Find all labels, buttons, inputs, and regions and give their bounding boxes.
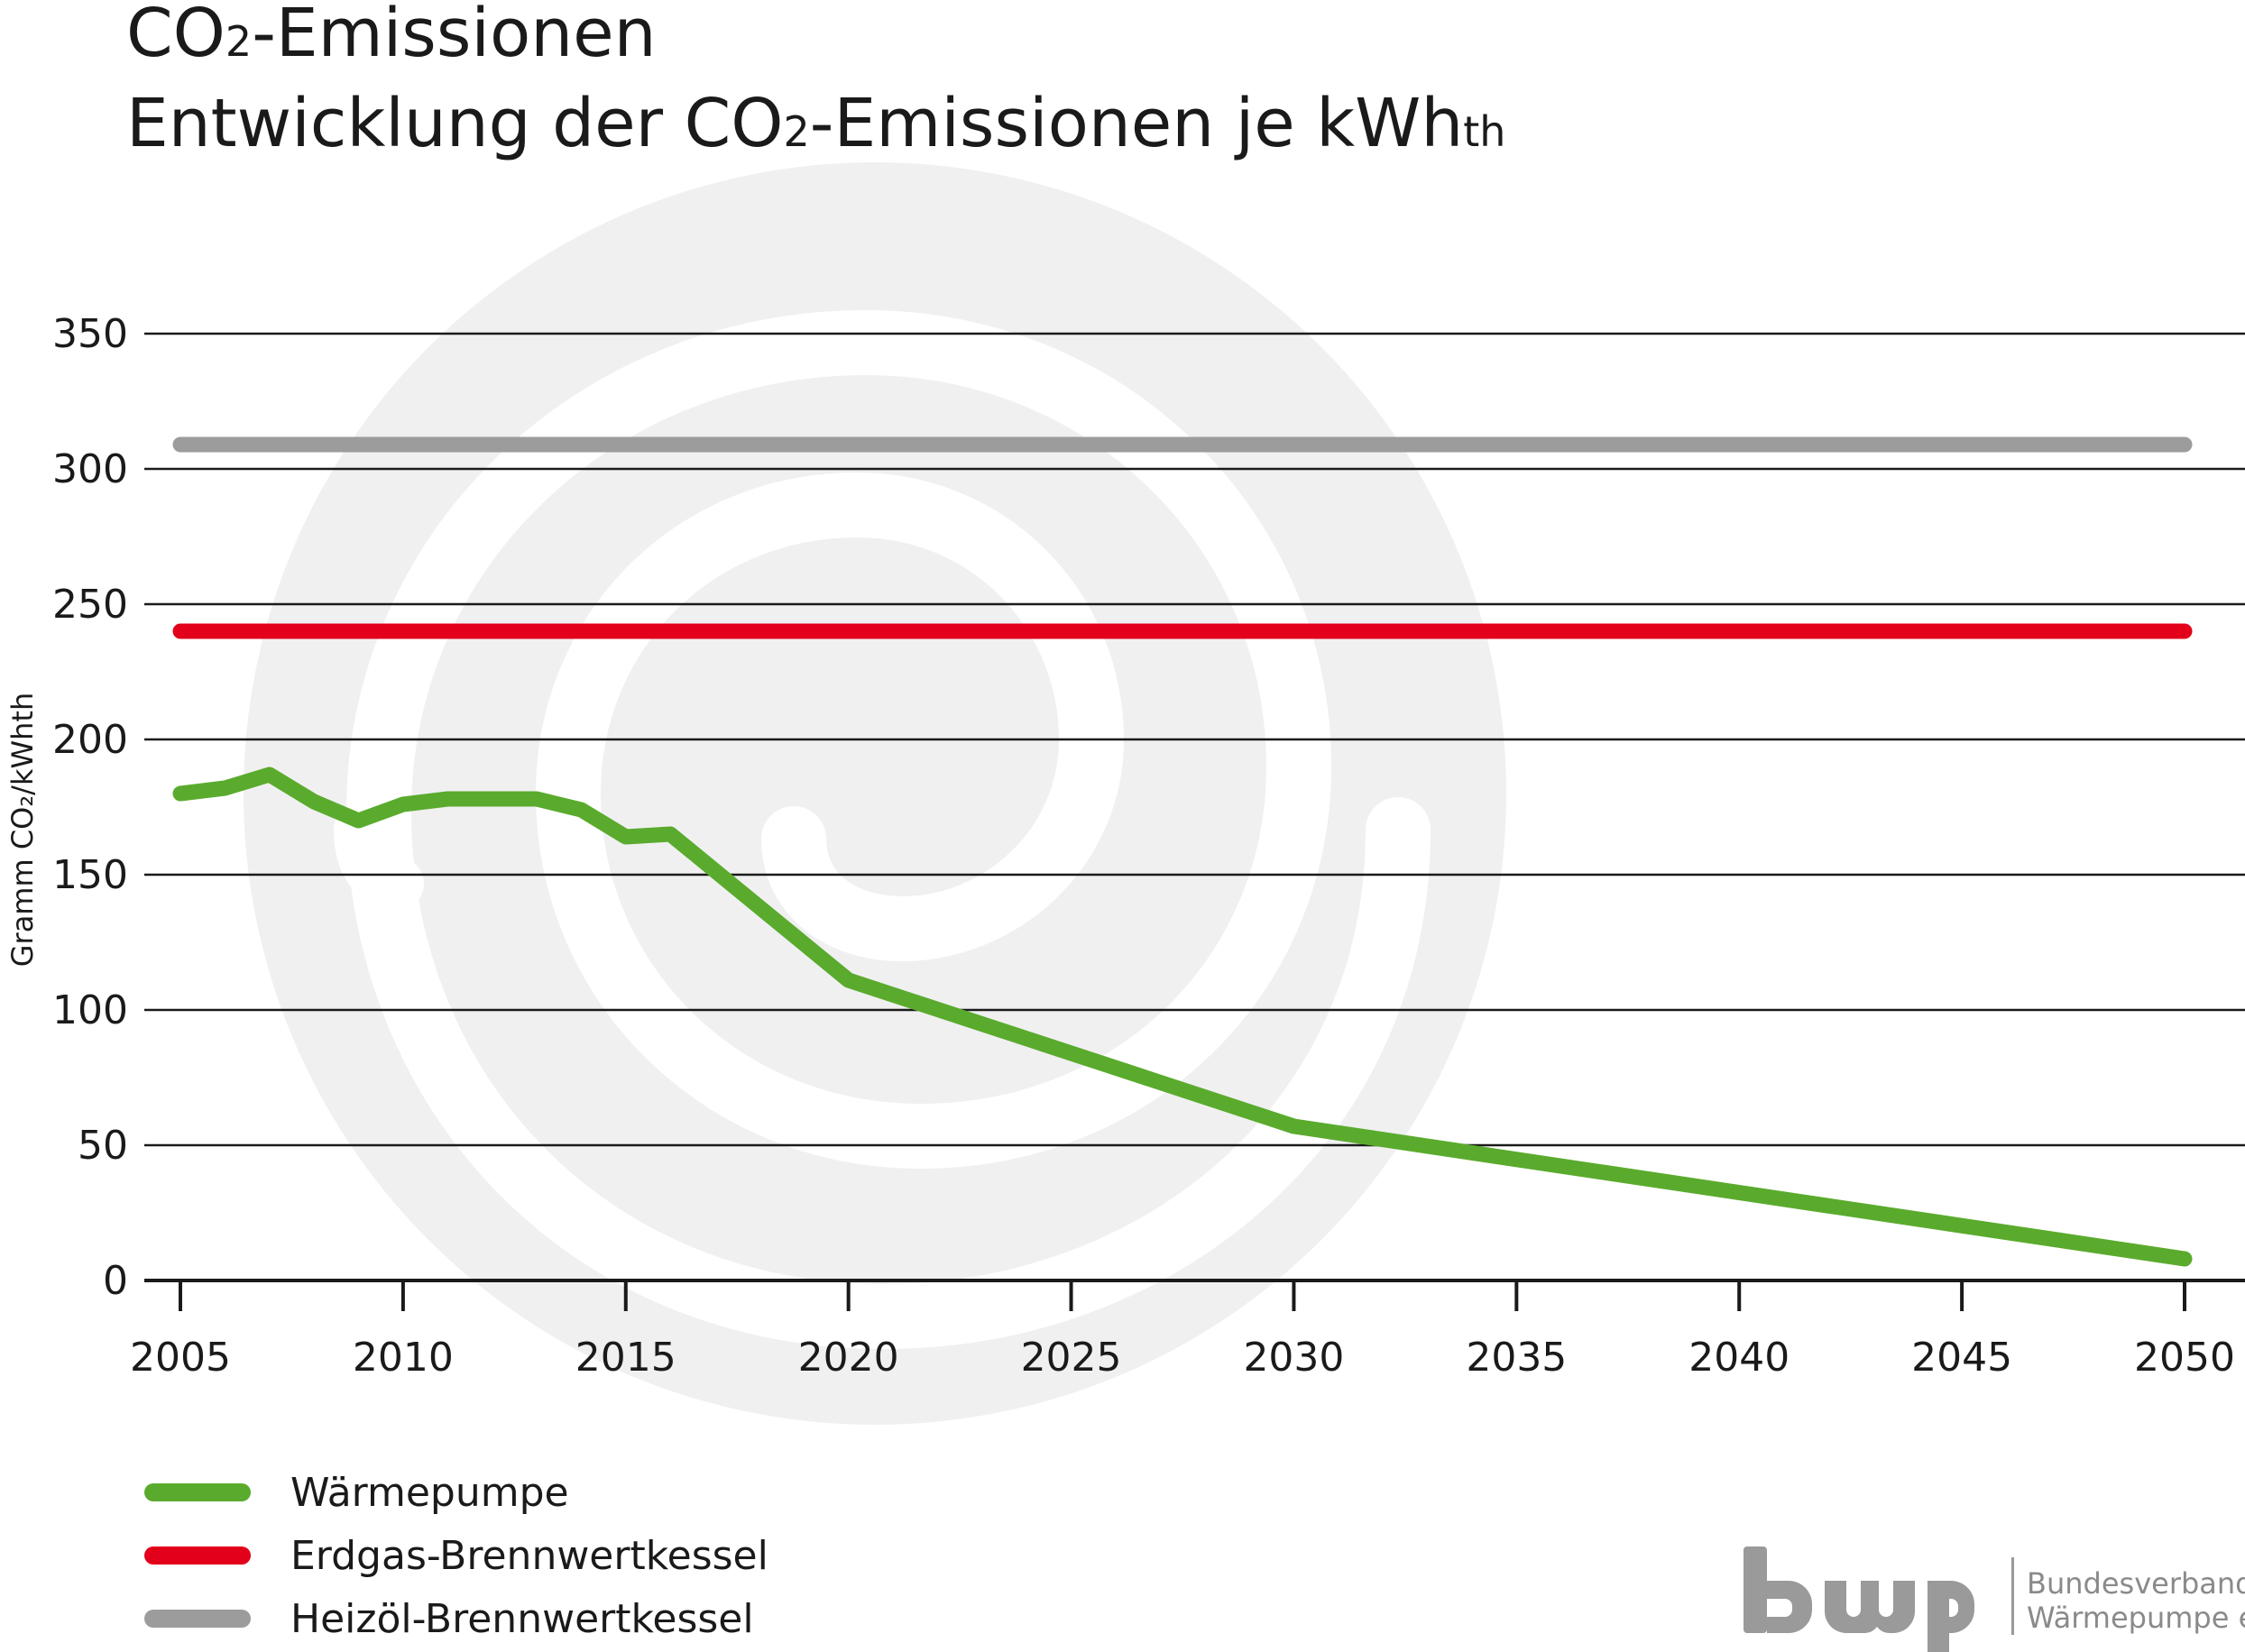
x-tick-label: 2040: [1688, 1335, 1790, 1381]
x-tick-label: 2045: [1911, 1335, 2012, 1381]
y-tick-label: 50: [78, 1123, 128, 1169]
y-axis-label: Gramm CO₂/kWhth: [5, 693, 40, 968]
series-line-0: [172, 766, 2193, 1267]
logo-line2: Wärmepumpe e.V.: [2027, 1601, 2245, 1635]
y-tick-label: 100: [52, 987, 128, 1033]
x-tick-label: 2030: [1243, 1335, 1344, 1381]
legend-swatch: [144, 1610, 251, 1628]
x-tick-label: 2035: [1466, 1335, 1567, 1381]
bwp-logo: bwp Bundesverband Wärmepumpe e.V.: [1736, 1546, 2245, 1652]
y-tick-label: 150: [52, 852, 128, 898]
logo-text: Bundesverband Wärmepumpe e.V.: [2027, 1566, 2245, 1635]
x-tick-label: 2015: [575, 1335, 676, 1381]
y-tick-label: 350: [52, 311, 128, 357]
x-tick-label: 2010: [353, 1335, 454, 1381]
axes: 2005 2010 2015 2020 2025 2030 2035 2040 2045 2050: [130, 1280, 2235, 1381]
bwp-logo-mark: bwp: [1744, 1546, 1974, 1652]
legend: Wärmepumpe Erdgas-Brennwertkessel Heizöl…: [144, 1461, 768, 1650]
legend-swatch: [144, 1483, 251, 1501]
y-tick-label: 300: [52, 446, 128, 492]
legend-item-waermepumpe: Wärmepumpe: [144, 1461, 768, 1524]
y-tick-label: 250: [52, 582, 128, 628]
logo-line1: Bundesverband: [2027, 1566, 2245, 1601]
watermark-spiral-end: [334, 803, 424, 911]
chart-subtitle: Entwicklung der CO2-Emissionen je kWhth: [126, 85, 1506, 162]
x-tick-label: 2050: [2134, 1335, 2235, 1381]
legend-swatch: [144, 1546, 251, 1565]
chart-title: CO2-Emissionen: [126, 0, 657, 72]
series-lines: [172, 436, 2193, 1267]
x-tick-label: 2025: [1021, 1335, 1122, 1381]
legend-label: Heizöl-Brennwertkessel: [290, 1595, 754, 1642]
y-tick-label: 0: [103, 1258, 128, 1304]
y-tick-label: 200: [52, 717, 128, 763]
gridlines: 0 50 100 150 200 250 300 350: [52, 311, 2245, 1304]
logo-divider: [2011, 1557, 2014, 1635]
x-tick-label: 2020: [798, 1335, 899, 1381]
legend-item-heizoel: Heizöl-Brennwertkessel: [144, 1587, 768, 1650]
x-tick-label: 2005: [130, 1335, 231, 1381]
legend-item-erdgas: Erdgas-Brennwertkessel: [144, 1524, 768, 1587]
legend-label: Wärmepumpe: [290, 1469, 569, 1516]
legend-label: Erdgas-Brennwertkessel: [290, 1532, 768, 1579]
